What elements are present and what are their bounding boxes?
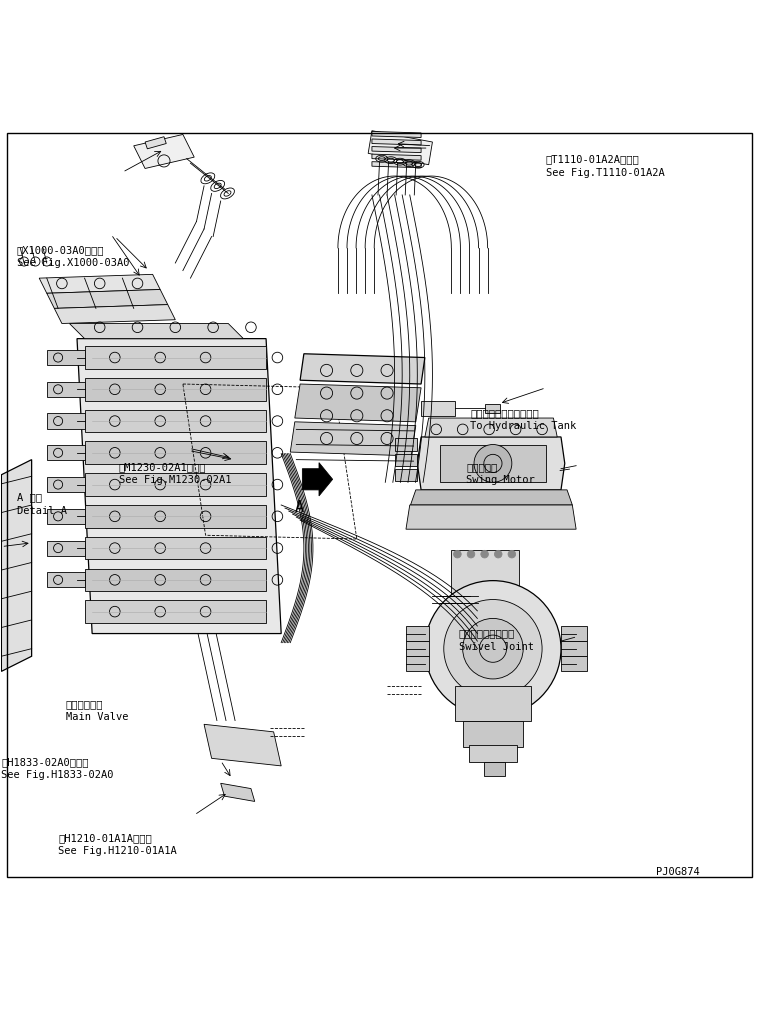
Text: メインバルブ
Main Valve: メインバルブ Main Valve (66, 699, 128, 721)
Polygon shape (411, 490, 572, 506)
Polygon shape (84, 569, 266, 591)
Bar (440, 445, 546, 483)
Text: スイベルジョイント
Swivel Joint: スイベルジョイント Swivel Joint (459, 628, 534, 651)
Circle shape (481, 551, 488, 558)
Circle shape (494, 551, 502, 558)
Text: A 詳細
Detail A: A 詳細 Detail A (17, 492, 67, 515)
Bar (47, 446, 84, 461)
Polygon shape (2, 460, 32, 671)
Polygon shape (145, 137, 166, 150)
Polygon shape (368, 131, 433, 166)
Polygon shape (372, 132, 421, 139)
Polygon shape (302, 463, 332, 496)
Bar (47, 510, 84, 525)
Polygon shape (372, 148, 421, 154)
Bar (463, 721, 523, 747)
Polygon shape (84, 506, 266, 528)
Polygon shape (372, 140, 421, 146)
Polygon shape (134, 135, 194, 169)
Bar (561, 627, 587, 642)
Bar (395, 469, 417, 481)
Bar (406, 656, 429, 671)
Circle shape (463, 619, 523, 679)
Polygon shape (55, 305, 175, 325)
Polygon shape (300, 355, 425, 384)
Text: 第M1230-02A1図参照
See Fig.M1230-02A1: 第M1230-02A1図参照 See Fig.M1230-02A1 (118, 462, 231, 485)
Bar (395, 439, 417, 451)
Text: 旋回モータ
Swing Motor: 旋回モータ Swing Motor (467, 462, 535, 485)
Text: ハイドロリックタンクへ
To Hydraulic Tank: ハイドロリックタンクへ To Hydraulic Tank (471, 407, 577, 431)
Bar (47, 541, 84, 556)
Bar (561, 656, 587, 671)
Bar (47, 351, 84, 366)
Text: 第H1210-01A1A図参照
See Fig.H1210-01A1A: 第H1210-01A1A図参照 See Fig.H1210-01A1A (58, 832, 177, 855)
Circle shape (454, 551, 461, 558)
Polygon shape (84, 410, 266, 433)
Bar (47, 477, 84, 492)
Polygon shape (406, 506, 576, 530)
Bar (47, 382, 84, 397)
Polygon shape (84, 474, 266, 496)
Polygon shape (372, 155, 421, 161)
Text: 第X1000-03A0図参照
See Fig.X1000-03A0: 第X1000-03A0図参照 See Fig.X1000-03A0 (17, 245, 129, 268)
Circle shape (468, 551, 475, 558)
Polygon shape (84, 537, 266, 560)
Polygon shape (84, 442, 266, 465)
Bar (469, 746, 517, 762)
Circle shape (425, 581, 561, 717)
Circle shape (444, 600, 542, 699)
Polygon shape (84, 378, 266, 401)
Bar (561, 642, 587, 656)
Polygon shape (84, 601, 266, 624)
Bar (406, 627, 429, 642)
Polygon shape (204, 725, 281, 766)
Circle shape (474, 445, 512, 483)
Bar (485, 404, 500, 413)
Polygon shape (294, 384, 421, 423)
Polygon shape (77, 340, 281, 634)
Text: PJ0G874: PJ0G874 (656, 866, 699, 877)
Bar (47, 573, 84, 587)
Bar (406, 642, 429, 656)
Polygon shape (290, 423, 416, 456)
Bar (483, 762, 505, 776)
Polygon shape (425, 419, 557, 438)
Circle shape (508, 551, 515, 558)
Polygon shape (372, 163, 421, 169)
Bar (47, 415, 84, 430)
Text: 第H1833-02A0図参照
See Fig.H1833-02A0: 第H1833-02A0図参照 See Fig.H1833-02A0 (2, 756, 114, 779)
Bar (395, 454, 417, 466)
Bar (452, 551, 519, 596)
Bar (455, 686, 531, 721)
Polygon shape (84, 347, 266, 369)
Polygon shape (417, 438, 565, 490)
Bar (421, 401, 455, 417)
Polygon shape (47, 290, 168, 309)
Polygon shape (70, 325, 244, 340)
Text: 第T1110-01A2A図参照
See Fig.T1110-01A2A: 第T1110-01A2A図参照 See Fig.T1110-01A2A (546, 155, 665, 177)
Polygon shape (221, 784, 255, 802)
Polygon shape (39, 275, 160, 294)
Text: A: A (294, 499, 304, 515)
